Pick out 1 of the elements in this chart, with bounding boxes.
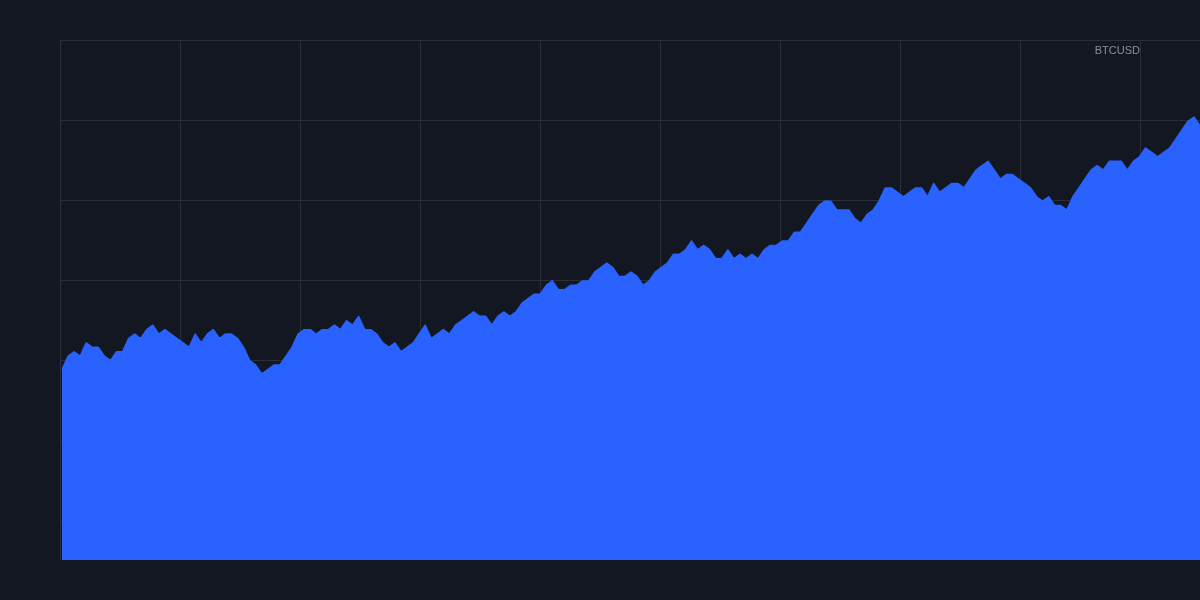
text: BTCUSD: [1094, 44, 1141, 57]
